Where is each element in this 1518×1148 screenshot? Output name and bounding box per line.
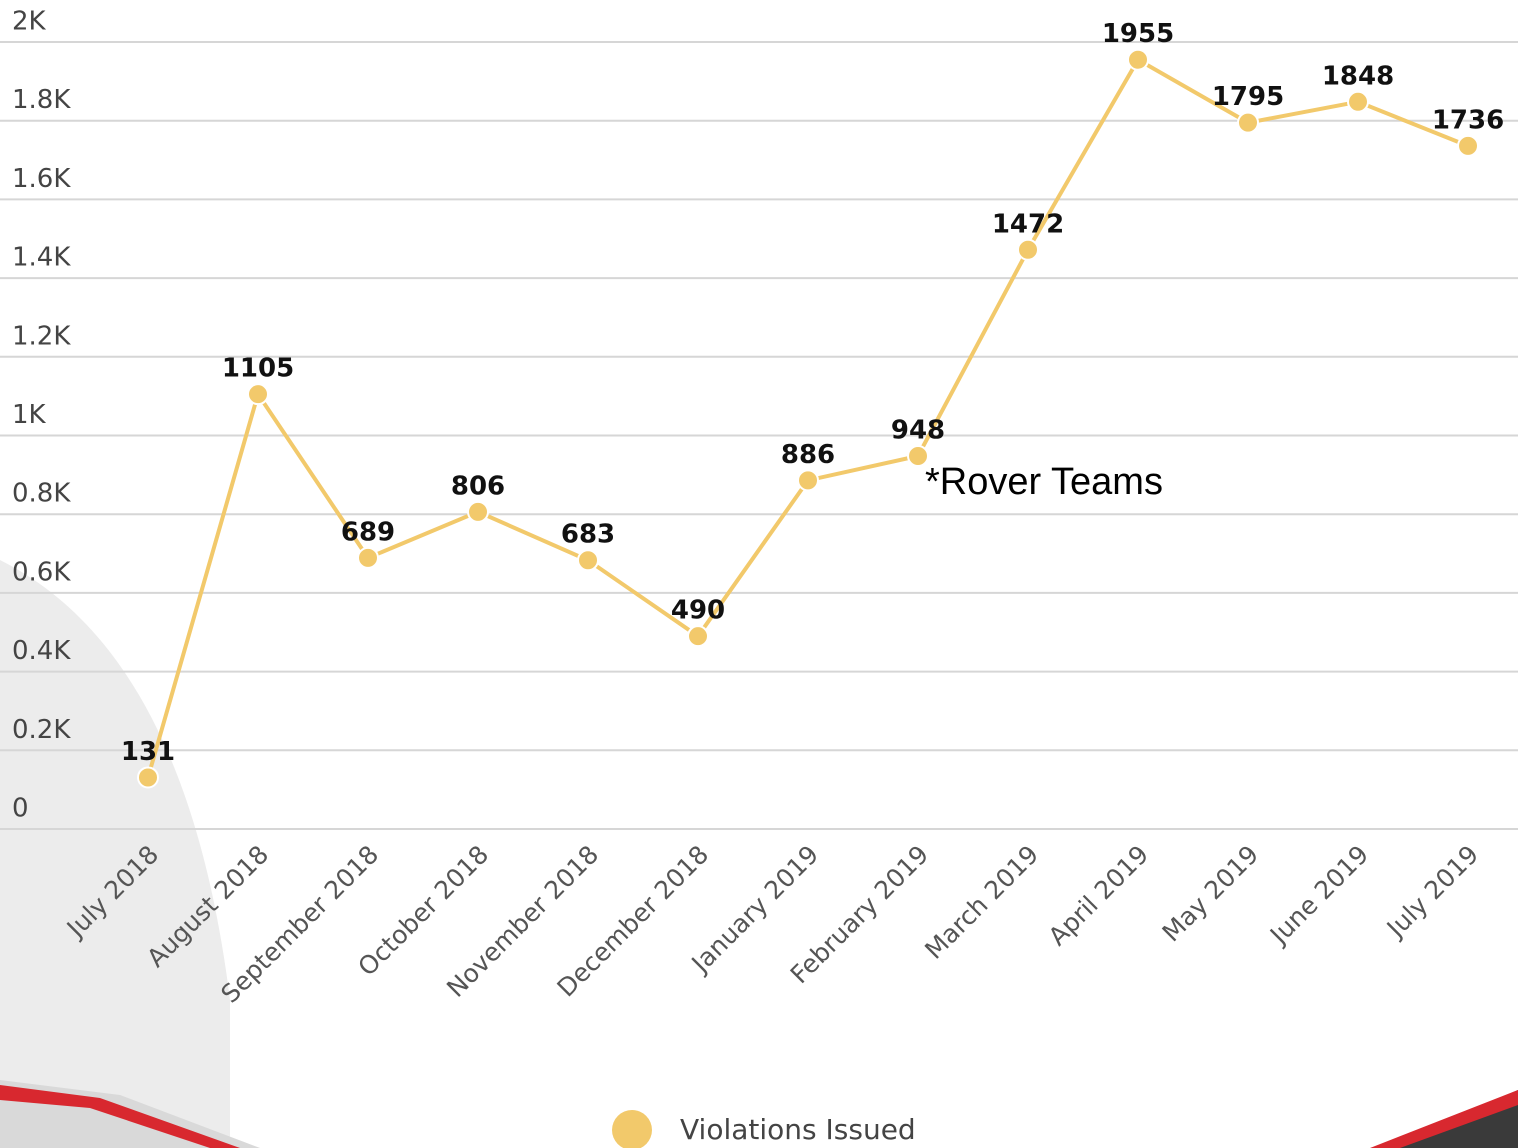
data-point — [358, 548, 378, 568]
y-tick-label: 1.4K — [12, 243, 71, 273]
data-point — [138, 767, 158, 787]
y-tick-label: 0.2K — [12, 715, 71, 745]
y-tick-label: 0.4K — [12, 636, 71, 666]
page: {"chart_data": {"type": "line", "categor… — [0, 0, 1518, 1148]
y-tick-label: 1.6K — [12, 164, 71, 194]
data-point — [798, 470, 818, 490]
data-label: 948 — [891, 415, 945, 445]
data-point — [1018, 240, 1038, 260]
data-label: 689 — [341, 517, 395, 547]
legend-marker — [612, 1110, 652, 1148]
data-label: 886 — [781, 440, 835, 470]
data-point — [688, 626, 708, 646]
data-label: 1105 — [222, 354, 294, 384]
data-label: 683 — [561, 520, 615, 550]
data-point — [1458, 136, 1478, 156]
y-tick-label: 2K — [12, 7, 47, 37]
data-label: 1736 — [1432, 105, 1504, 135]
x-tick-label: March 2019 — [919, 840, 1044, 965]
series-line — [148, 60, 1468, 778]
y-tick-label: 0.6K — [12, 557, 71, 587]
y-tick-label: 1K — [12, 400, 47, 430]
annotation: *Rover Teams — [925, 461, 1163, 503]
data-label: 1795 — [1212, 82, 1284, 112]
y-tick-label: 1.2K — [12, 321, 71, 351]
data-point — [1128, 50, 1148, 70]
data-label: 806 — [451, 471, 505, 501]
x-tick-label: May 2019 — [1157, 840, 1265, 948]
data-label: 1848 — [1322, 61, 1394, 91]
data-point — [1348, 92, 1368, 112]
data-point — [578, 550, 598, 570]
y-tick-label: 0.8K — [12, 479, 71, 509]
grid: 0 0.2K 0.4K 0.6K 0.8K 1K 1.2K 1.4K 1.6K 1.8K 2K Jul… — [0, 7, 1518, 1009]
x-tick-label: April 2019 — [1043, 840, 1155, 952]
data-point — [248, 384, 268, 404]
data-label: 1955 — [1102, 19, 1174, 49]
background-decoration — [0, 560, 1518, 1148]
data-label: 1472 — [992, 209, 1064, 239]
legend-label: Violations Issued — [680, 1113, 916, 1146]
data-point — [468, 502, 488, 522]
x-tick-label: June 2019 — [1263, 840, 1374, 951]
x-tick-label: July 2019 — [1380, 840, 1484, 944]
data-label: 131 — [121, 737, 175, 767]
data-label: 490 — [671, 596, 725, 626]
data-point — [1238, 113, 1258, 133]
y-tick-label: 1.8K — [12, 85, 71, 115]
chart: 0 0.2K 0.4K 0.6K 0.8K 1K 1.2K 1.4K 1.6K 1.8K 2K Jul… — [0, 0, 1518, 1148]
y-tick-label: 0 — [12, 794, 29, 824]
